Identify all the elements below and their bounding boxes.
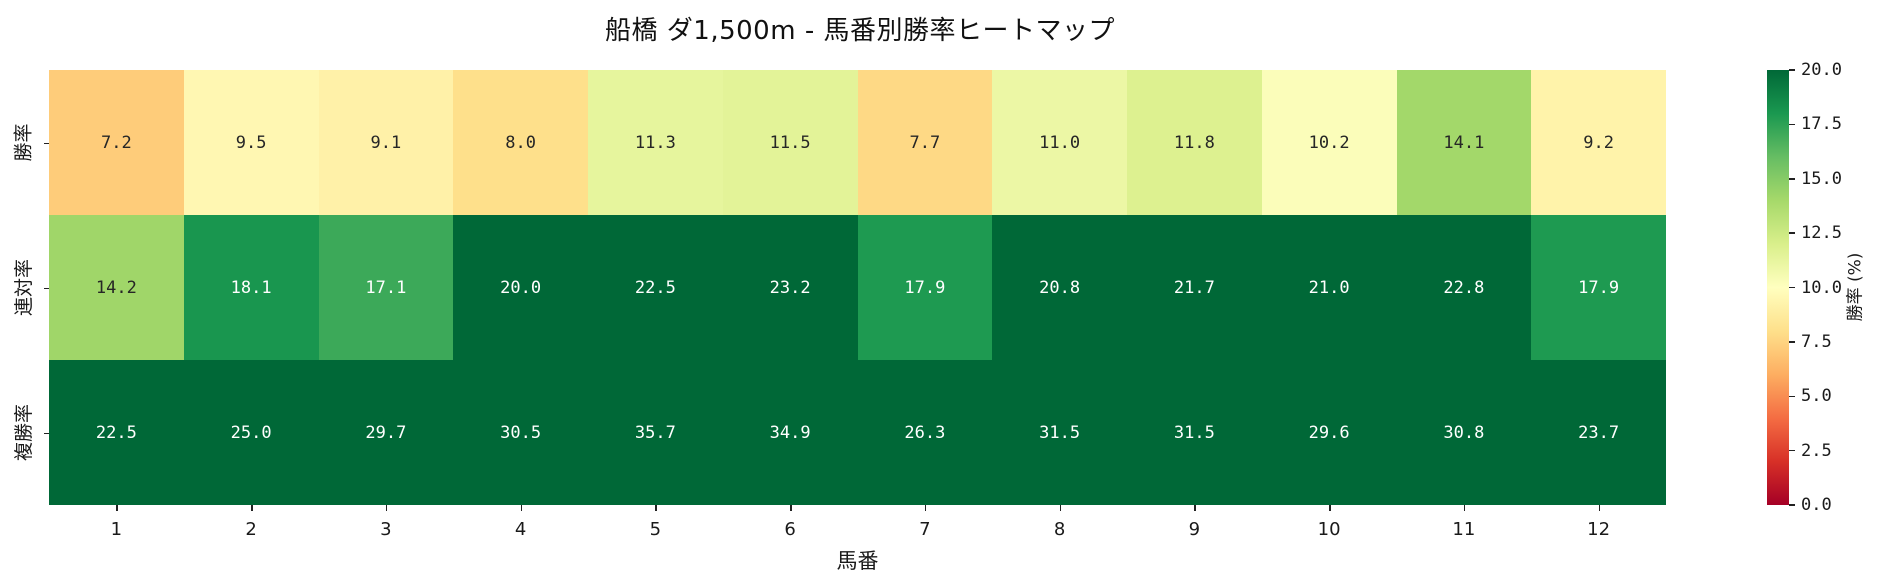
colorbar-tick-label: 17.5 xyxy=(1789,114,1842,134)
heatmap-cell: 34.9 xyxy=(722,360,858,505)
y-tick-label: 勝率 xyxy=(12,123,35,162)
heatmap-cell: 21.7 xyxy=(1127,215,1262,360)
colorbar-tick-label: 5.0 xyxy=(1789,386,1832,406)
heatmap-cell: 11.3 xyxy=(588,70,723,215)
heatmap-cell: 14.2 xyxy=(49,215,184,360)
colorbar-ticks: 0.0 2.5 5.0 7.5 10.0 12.5 15.0 17.5 20.0 xyxy=(1789,60,1869,515)
heatmap-cell: 22.5 xyxy=(588,215,723,360)
heatmap-cell: 11.5 xyxy=(722,70,858,215)
heatmap-cell: 22.8 xyxy=(1396,215,1532,360)
heatmap-cell: 30.5 xyxy=(453,360,588,505)
colorbar-tick-label: 20.0 xyxy=(1789,60,1842,80)
x-tick-label: 7 xyxy=(858,505,993,545)
y-tick-mark xyxy=(44,287,49,289)
heatmap-cell: 29.6 xyxy=(1261,360,1397,505)
heatmap-cell: 9.2 xyxy=(1531,70,1666,215)
x-axis: 1 2 3 4 5 6 7 8 9 10 11 12 xyxy=(49,505,1666,545)
heatmap-cell: 20.0 xyxy=(453,215,588,360)
heatmap-cell: 29.7 xyxy=(318,360,454,505)
heatmap-cell: 31.5 xyxy=(1127,360,1262,505)
x-tick-label: 4 xyxy=(453,505,588,545)
heatmap-cell: 18.1 xyxy=(183,215,319,360)
heatmap-cell: 20.8 xyxy=(992,215,1127,360)
heatmap-cell: 17.1 xyxy=(318,215,454,360)
colorbar-tick-label: 15.0 xyxy=(1789,169,1842,189)
colorbar-tick-label: 2.5 xyxy=(1789,441,1832,461)
colorbar-tick-label: 10.0 xyxy=(1789,278,1842,298)
y-tick-label: 複勝率 xyxy=(12,403,35,462)
y-axis: 勝率 連対率 複勝率 xyxy=(0,70,49,505)
x-tick-label: 10 xyxy=(1262,505,1397,545)
heatmap-cell: 9.5 xyxy=(183,70,319,215)
colorbar-tick-label: 12.5 xyxy=(1789,223,1842,243)
heatmap-cell: 14.1 xyxy=(1396,70,1532,215)
heatmap-cell: 8.0 xyxy=(453,70,588,215)
y-tick-label: 連対率 xyxy=(12,258,35,317)
heatmap-cell: 7.7 xyxy=(857,70,993,215)
heatmap-cell: 17.9 xyxy=(1531,215,1666,360)
heatmap-cell: 26.3 xyxy=(857,360,993,505)
heatmap-cell: 23.2 xyxy=(722,215,858,360)
x-axis-label: 馬番 xyxy=(836,549,879,573)
heatmap-cell: 11.8 xyxy=(1127,70,1262,215)
x-tick-label: 11 xyxy=(1397,505,1532,545)
x-tick-label: 6 xyxy=(723,505,858,545)
chart-title: 船橋 ダ1,500m - 馬番別勝率ヒートマップ xyxy=(605,16,1115,46)
x-tick-label: 5 xyxy=(588,505,723,545)
colorbar-label: 勝率 (%) xyxy=(1845,252,1866,322)
heatmap-cell: 11.0 xyxy=(992,70,1127,215)
y-tick-mark xyxy=(44,432,49,434)
colorbar xyxy=(1767,70,1789,505)
heatmap-cell: 9.1 xyxy=(318,70,454,215)
x-tick-label: 3 xyxy=(319,505,454,545)
y-tick-mark xyxy=(44,142,49,144)
x-tick-label: 8 xyxy=(992,505,1127,545)
x-tick-label: 12 xyxy=(1531,505,1666,545)
heatmap-cell: 25.0 xyxy=(183,360,319,505)
heatmap-cell: 21.0 xyxy=(1261,215,1397,360)
heatmap-cell: 17.9 xyxy=(857,215,993,360)
x-tick-label: 1 xyxy=(49,505,184,545)
heatmap-grid: 7.2 9.5 9.1 8.0 11.3 11.5 7.7 11.0 11.8 10.2 14.1 9… xyxy=(49,70,1666,505)
heatmap-cell: 35.7 xyxy=(588,360,723,505)
colorbar-tick-label: 0.0 xyxy=(1789,495,1832,515)
x-tick-label: 9 xyxy=(1127,505,1262,545)
heatmap-cell: 23.7 xyxy=(1531,360,1666,505)
colorbar-tick-label: 7.5 xyxy=(1789,332,1832,352)
heatmap-cell: 30.8 xyxy=(1396,360,1532,505)
heatmap-cell: 10.2 xyxy=(1261,70,1397,215)
heatmap-cell: 31.5 xyxy=(992,360,1127,505)
heatmap-cell: 7.2 xyxy=(49,70,184,215)
x-tick-label: 2 xyxy=(184,505,319,545)
heatmap-cell: 22.5 xyxy=(49,360,184,505)
